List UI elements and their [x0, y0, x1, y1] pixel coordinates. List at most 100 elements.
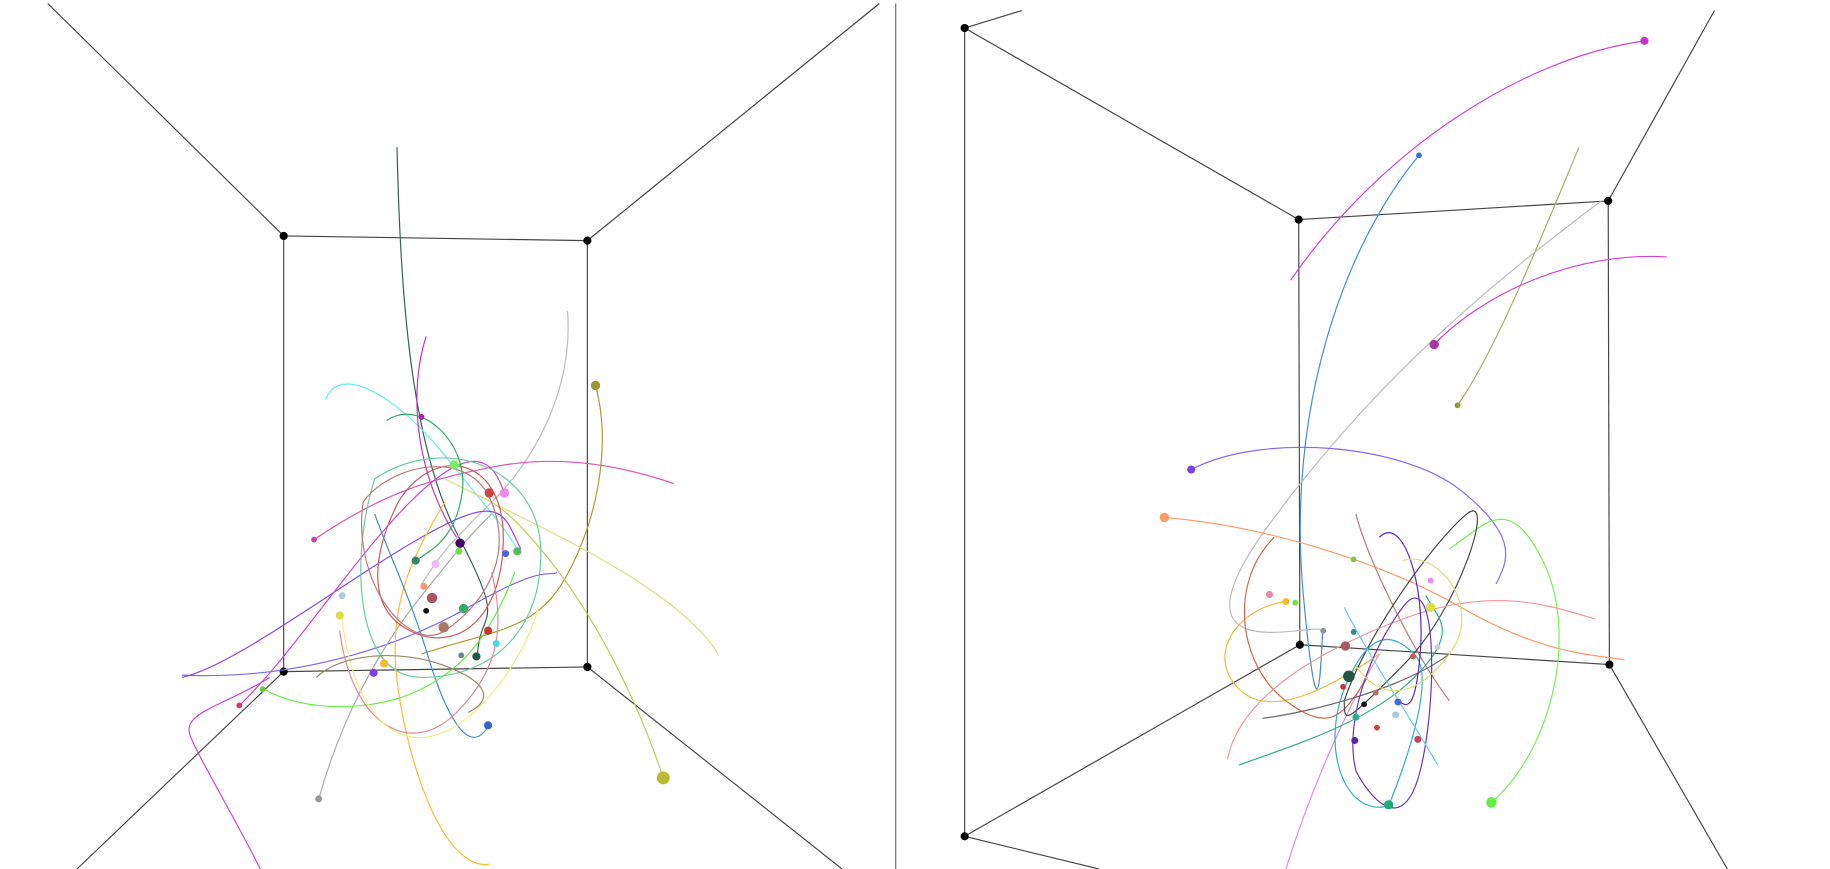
trail [1238, 595, 1443, 766]
trail [263, 572, 516, 708]
particle [1416, 152, 1422, 159]
particle [423, 607, 430, 614]
particle [236, 702, 243, 709]
particle [1361, 701, 1368, 708]
trail [421, 310, 569, 585]
edge [587, 3, 880, 242]
particle [426, 592, 438, 604]
trail [1457, 146, 1580, 406]
edge [283, 666, 588, 673]
left-trails [181, 147, 719, 869]
particle [1454, 402, 1461, 409]
trail [1290, 40, 1645, 281]
particle [502, 550, 510, 558]
particle [411, 556, 420, 565]
left-particles [236, 380, 670, 803]
left-corners [279, 231, 592, 676]
particle [1350, 628, 1357, 635]
particle [338, 592, 346, 600]
particle [484, 488, 494, 498]
particle [420, 582, 428, 590]
particle [1265, 591, 1273, 599]
trail [386, 413, 464, 562]
trail [1226, 599, 1596, 760]
particle [472, 652, 481, 661]
particle [1427, 577, 1434, 584]
right-trails [1164, 40, 1667, 869]
edge [1608, 664, 1728, 869]
particle [335, 611, 344, 620]
particle [1392, 711, 1400, 719]
edge [1607, 200, 1610, 665]
particle [1383, 800, 1394, 810]
particle [1343, 670, 1355, 683]
particle [499, 488, 510, 498]
trail [188, 676, 270, 869]
particle [513, 547, 522, 556]
particle [259, 686, 266, 693]
edge [1298, 219, 1301, 645]
right-corners [960, 23, 1614, 841]
edge [587, 666, 843, 869]
particle [1340, 683, 1346, 690]
particle [1394, 698, 1402, 706]
trail [313, 460, 674, 541]
particle [1282, 598, 1290, 606]
particle [1340, 641, 1351, 651]
particle [1187, 465, 1196, 474]
particle [455, 547, 463, 555]
particle [431, 560, 440, 569]
trail [421, 385, 603, 655]
particle [656, 771, 670, 785]
trail [444, 478, 719, 655]
particle [458, 652, 465, 659]
edge [964, 644, 1301, 837]
particle [1372, 689, 1379, 696]
corner [1295, 640, 1304, 649]
trail [341, 607, 539, 739]
trail [360, 457, 542, 679]
edge [964, 27, 1299, 221]
trail [1433, 255, 1667, 345]
particle [1292, 599, 1299, 606]
trail [1299, 154, 1420, 690]
edge [283, 235, 588, 242]
particle [455, 538, 465, 548]
trail [1378, 532, 1422, 706]
particle [1426, 602, 1436, 613]
right-frame [964, 9, 1728, 869]
particle [311, 536, 317, 543]
edge [1298, 200, 1609, 221]
edge [964, 9, 1023, 29]
corner [1605, 660, 1614, 669]
corner [1604, 196, 1613, 205]
particle [1434, 644, 1441, 650]
particle [590, 380, 601, 391]
trail [396, 147, 489, 655]
particle [1374, 724, 1380, 731]
particle [484, 721, 493, 730]
trail [238, 460, 504, 706]
corner [279, 667, 288, 676]
trail [315, 655, 485, 714]
trail [318, 513, 493, 800]
edge [47, 3, 285, 237]
particle [315, 795, 323, 803]
particle [438, 621, 449, 633]
corner [960, 23, 969, 33]
corner [583, 236, 592, 245]
trail [325, 383, 518, 550]
corner [960, 832, 969, 841]
trail [339, 572, 499, 734]
particle [1320, 627, 1327, 634]
left-frame [47, 3, 880, 869]
particle [458, 603, 469, 614]
trail [1343, 510, 1478, 716]
trail [416, 336, 458, 538]
corner [279, 231, 288, 241]
trail [361, 466, 500, 636]
edge [76, 671, 285, 869]
particle [1429, 339, 1439, 350]
edge [964, 835, 1100, 869]
